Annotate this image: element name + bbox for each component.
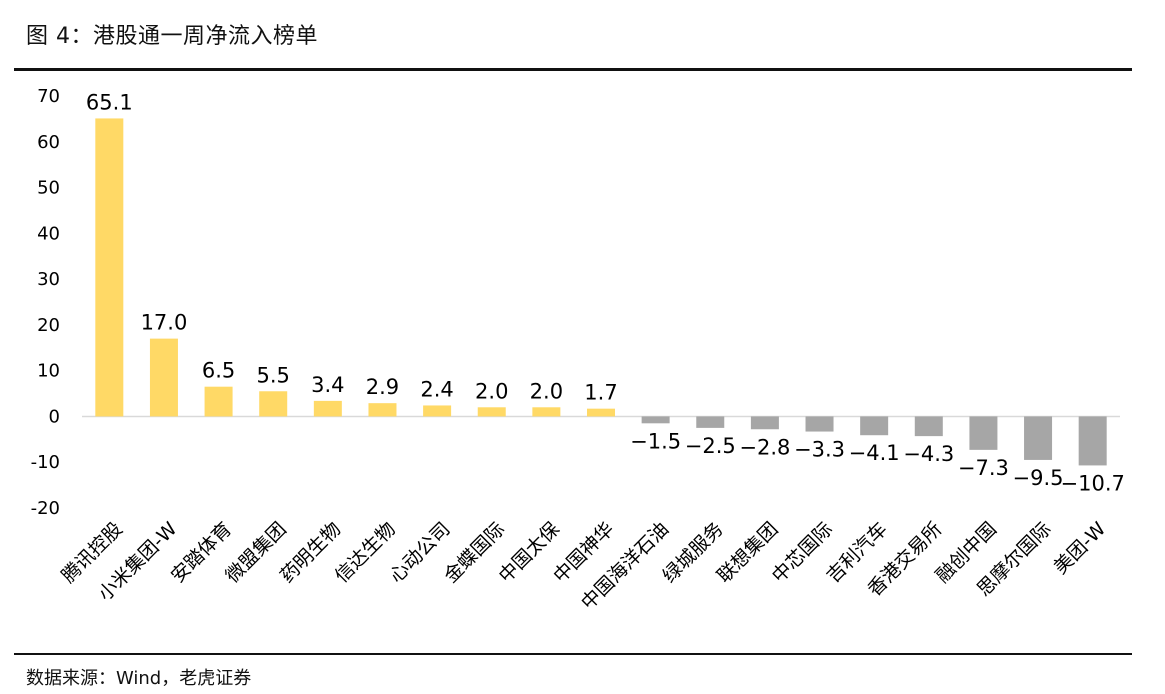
data-label: −4.1: [849, 441, 900, 465]
top-rule: [14, 68, 1132, 71]
chart-title: 图 4：港股通一周净流入榜单: [26, 24, 318, 49]
y-tick-label: 30: [37, 269, 60, 290]
source-note: 数据来源：Wind，老虎证券: [26, 668, 252, 689]
bar: [204, 386, 233, 417]
data-label: 2.0: [475, 379, 508, 403]
bar: [259, 391, 288, 417]
y-tick-label: -10: [31, 452, 60, 473]
y-tick-label: 50: [37, 178, 60, 199]
bar: [696, 416, 725, 428]
bar: [750, 416, 779, 430]
y-tick-label: 70: [37, 86, 60, 107]
data-label: 2.4: [420, 377, 453, 401]
bar: [95, 118, 124, 417]
y-tick-label: -20: [31, 498, 60, 519]
bar: [914, 416, 943, 437]
bar: [1078, 416, 1107, 466]
bottom-rule: [14, 653, 1132, 655]
data-label: 1.7: [584, 381, 617, 405]
bar: [1024, 416, 1053, 460]
data-label: −7.3: [958, 456, 1009, 480]
data-label: 2.9: [366, 375, 399, 399]
bar: [149, 338, 178, 417]
bar: [532, 407, 561, 417]
bar: [641, 416, 670, 424]
bar: [368, 403, 397, 417]
y-tick-label: 0: [49, 406, 60, 427]
data-label: 3.4: [311, 373, 344, 397]
bar: [313, 400, 342, 417]
data-label: −2.5: [685, 434, 736, 458]
data-label: 65.1: [86, 90, 133, 114]
data-label: −1.5: [630, 429, 681, 453]
bar: [587, 408, 615, 417]
data-label: −10.7: [1061, 471, 1125, 495]
bar: [969, 416, 998, 450]
bar: [477, 407, 506, 417]
data-label: −4.3: [903, 442, 954, 466]
data-label: 2.0: [530, 379, 563, 403]
data-label: −9.5: [1013, 466, 1064, 490]
y-tick-label: 60: [37, 132, 60, 153]
data-label: 5.5: [257, 363, 290, 387]
data-label: 17.0: [141, 311, 188, 335]
data-label: 6.5: [202, 359, 235, 383]
y-tick-label: 40: [37, 223, 60, 244]
y-tick-label: 20: [37, 315, 60, 336]
y-tick-label: 10: [37, 361, 60, 382]
bar: [860, 416, 889, 436]
bar: [423, 405, 452, 417]
data-label: −2.8: [739, 435, 790, 459]
data-label: −3.3: [794, 438, 845, 462]
bar: [805, 416, 834, 432]
category-label: 美团-W: [1050, 518, 1111, 579]
